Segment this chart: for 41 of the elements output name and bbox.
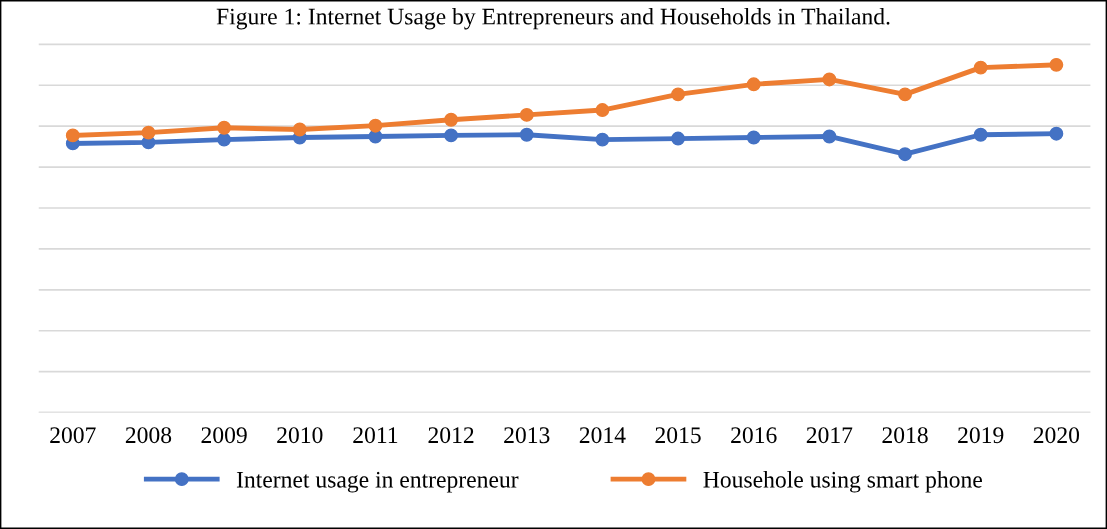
point [141,125,156,140]
point [822,72,837,87]
point [444,112,459,127]
x-tick-label: 2019 [958,427,1004,444]
x-tick-label: 2009 [201,427,247,444]
point [822,129,837,144]
x-tick-label: 2010 [277,427,323,444]
x-tick-label: 2018 [882,427,928,444]
chart-title: Figure 1: Internet Usage by Entrepreneurs and Households in Thailand. [216,7,890,30]
point [973,60,988,75]
point [595,103,610,117]
x-tick-label: 2007 [50,427,96,444]
legend-label: Internet usage in entrepreneur [236,471,519,493]
x-tick-label: 2016 [731,427,777,444]
x-tick-label: 2015 [655,427,701,444]
point [595,132,610,147]
x-tick-label: 2011 [353,427,398,444]
point [65,128,80,143]
point [368,118,383,133]
x-tick-label: 2017 [806,427,853,444]
point [898,147,912,162]
point [973,127,988,142]
x-tick-label: 2008 [125,427,172,444]
point [671,87,686,102]
point [292,122,307,137]
x-tick-label: 2012 [428,427,474,444]
x-tick-label: 2013 [504,427,550,444]
point [217,132,232,147]
legend-label: Househole using smart phone [703,471,982,493]
point [519,127,534,142]
point [217,120,232,135]
point [1049,57,1064,72]
x-tick-label: 2014 [579,427,626,444]
point [746,77,761,92]
x-tick-label: 2020 [1033,427,1080,444]
point [444,128,459,143]
point [1049,126,1064,141]
point [898,87,912,102]
point [519,107,534,122]
point [746,130,761,145]
point [671,131,686,146]
